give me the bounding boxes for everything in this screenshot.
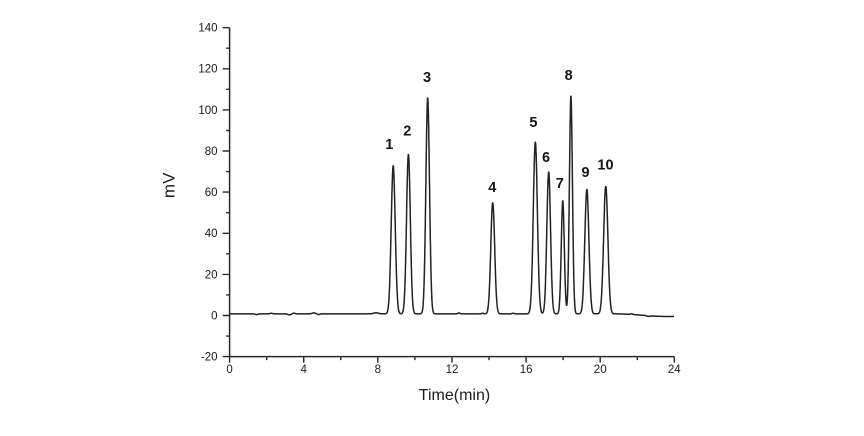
svg-text:12: 12 [446, 364, 459, 376]
svg-text:20: 20 [594, 364, 607, 376]
svg-text:0: 0 [211, 310, 217, 322]
svg-text:120: 120 [198, 64, 217, 76]
svg-text:16: 16 [520, 364, 533, 376]
svg-text:9: 9 [581, 165, 589, 181]
svg-text:6: 6 [542, 150, 550, 166]
svg-text:5: 5 [529, 115, 537, 131]
svg-text:7: 7 [556, 176, 564, 192]
svg-text:4: 4 [488, 180, 496, 196]
svg-text:10: 10 [597, 158, 613, 174]
svg-text:Time(min): Time(min) [419, 387, 490, 404]
svg-text:80: 80 [205, 146, 218, 158]
svg-text:1: 1 [385, 137, 393, 153]
svg-text:mV: mV [160, 172, 179, 198]
svg-text:-20: -20 [201, 352, 218, 364]
svg-text:24: 24 [668, 364, 681, 376]
svg-text:60: 60 [205, 187, 218, 199]
svg-text:2: 2 [403, 123, 411, 139]
svg-text:100: 100 [198, 105, 217, 117]
svg-text:8: 8 [565, 68, 573, 84]
svg-text:0: 0 [226, 364, 232, 376]
svg-text:40: 40 [205, 228, 218, 240]
svg-text:3: 3 [423, 70, 431, 86]
svg-text:140: 140 [198, 23, 217, 35]
svg-text:4: 4 [300, 364, 307, 376]
svg-text:20: 20 [205, 269, 218, 281]
svg-text:8: 8 [375, 364, 381, 376]
